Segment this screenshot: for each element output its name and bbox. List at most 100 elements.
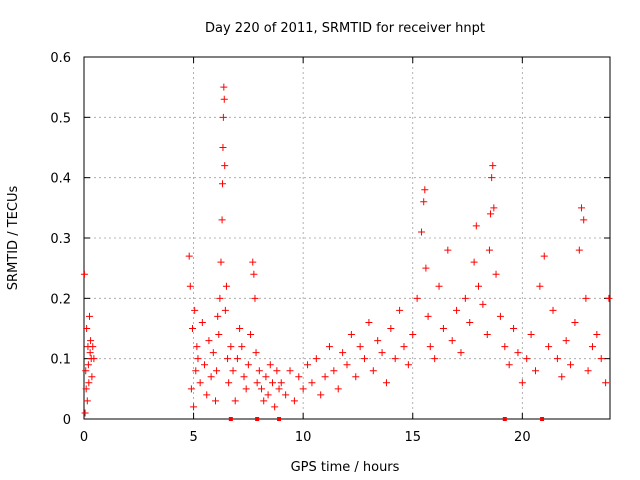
data-point bbox=[453, 306, 461, 314]
data-point bbox=[219, 180, 227, 188]
data-point bbox=[378, 349, 386, 357]
data-point bbox=[582, 294, 590, 302]
data-point bbox=[605, 294, 613, 302]
y-tick-label: 0.5 bbox=[50, 111, 71, 126]
data-point bbox=[567, 361, 575, 369]
axis-marker bbox=[540, 417, 545, 421]
x-axis-label: GPS time / hours bbox=[291, 460, 400, 475]
chart-title: Day 220 of 2011, SRMTID for receiver hnp… bbox=[205, 21, 485, 36]
data-point bbox=[472, 222, 480, 230]
data-point bbox=[81, 409, 89, 417]
data-point bbox=[422, 264, 430, 272]
data-point bbox=[483, 331, 491, 339]
data-point bbox=[553, 355, 561, 363]
data-point bbox=[213, 367, 221, 375]
data-point bbox=[334, 385, 342, 393]
data-point bbox=[523, 355, 531, 363]
y-tick-label: 0.4 bbox=[50, 172, 71, 187]
data-point bbox=[343, 361, 351, 369]
data-point bbox=[224, 355, 232, 363]
data-point bbox=[418, 228, 426, 236]
axis-marker bbox=[228, 417, 233, 421]
axis-marker bbox=[255, 417, 260, 421]
data-point bbox=[488, 174, 496, 182]
x-tick-label: 5 bbox=[189, 430, 197, 445]
data-point bbox=[490, 204, 498, 212]
data-point bbox=[264, 391, 272, 399]
data-point bbox=[88, 373, 96, 381]
y-tick-label: 0.2 bbox=[50, 292, 71, 307]
data-point bbox=[196, 379, 204, 387]
data-point bbox=[229, 367, 237, 375]
data-point bbox=[365, 318, 373, 326]
data-point bbox=[219, 144, 227, 151]
data-point bbox=[352, 373, 360, 381]
data-point bbox=[201, 361, 209, 369]
data-point bbox=[435, 282, 443, 290]
data-point bbox=[439, 325, 447, 332]
y-tick-label: 0.3 bbox=[50, 232, 71, 247]
data-point bbox=[84, 361, 92, 369]
data-point bbox=[260, 397, 268, 405]
data-point bbox=[479, 300, 487, 308]
data-point bbox=[273, 367, 281, 375]
data-point bbox=[308, 379, 316, 387]
data-point bbox=[317, 391, 325, 399]
data-point bbox=[347, 331, 355, 339]
data-point bbox=[212, 397, 219, 405]
data-point bbox=[86, 349, 94, 357]
data-point bbox=[295, 373, 303, 381]
x-tick-label: 20 bbox=[514, 430, 531, 445]
data-point bbox=[448, 337, 456, 345]
data-point bbox=[89, 343, 97, 351]
data-point bbox=[221, 162, 229, 170]
data-point bbox=[275, 385, 283, 393]
data-point bbox=[575, 246, 583, 254]
data-point bbox=[413, 294, 421, 302]
data-point bbox=[496, 312, 504, 320]
axis-ticks: 0 0.1 0.2 0.3 0.4 0.5 0.6 0 5 10 15 20 bbox=[50, 51, 610, 445]
y-axis-label: SRMTID / TECUs bbox=[6, 186, 21, 291]
data-point bbox=[527, 331, 535, 339]
data-point bbox=[215, 331, 223, 339]
x-tick-label: 15 bbox=[404, 430, 421, 445]
data-point bbox=[312, 355, 320, 363]
data-point bbox=[540, 252, 548, 260]
data-point bbox=[90, 355, 98, 363]
data-point bbox=[461, 294, 469, 302]
data-point bbox=[321, 373, 329, 381]
data-point bbox=[191, 306, 199, 314]
data-point bbox=[487, 210, 495, 218]
data-point bbox=[369, 367, 377, 375]
data-point bbox=[404, 361, 412, 369]
data-point bbox=[225, 379, 233, 387]
data-point bbox=[87, 337, 95, 345]
data-point bbox=[186, 282, 194, 290]
data-point bbox=[207, 373, 215, 381]
grid-lines bbox=[84, 57, 610, 419]
data-point bbox=[489, 162, 497, 170]
data-point bbox=[485, 246, 493, 254]
data-point bbox=[514, 349, 522, 357]
data-point bbox=[193, 343, 201, 351]
data-point bbox=[233, 355, 241, 363]
data-point bbox=[396, 306, 404, 314]
y-tick-label: 0.1 bbox=[50, 353, 71, 368]
axis-marker bbox=[502, 417, 507, 421]
data-point bbox=[562, 337, 570, 345]
data-point bbox=[536, 282, 544, 290]
data-point bbox=[518, 379, 526, 387]
data-point bbox=[203, 391, 211, 399]
data-point bbox=[457, 349, 465, 357]
data-point bbox=[602, 379, 610, 387]
data-point bbox=[249, 258, 257, 266]
data-point bbox=[470, 258, 478, 266]
data-point bbox=[83, 325, 91, 332]
data-point bbox=[198, 318, 206, 326]
axis-markers bbox=[228, 417, 545, 421]
data-point bbox=[250, 270, 258, 278]
data-point bbox=[82, 385, 90, 393]
data-point bbox=[188, 325, 196, 332]
data-point bbox=[409, 331, 417, 339]
